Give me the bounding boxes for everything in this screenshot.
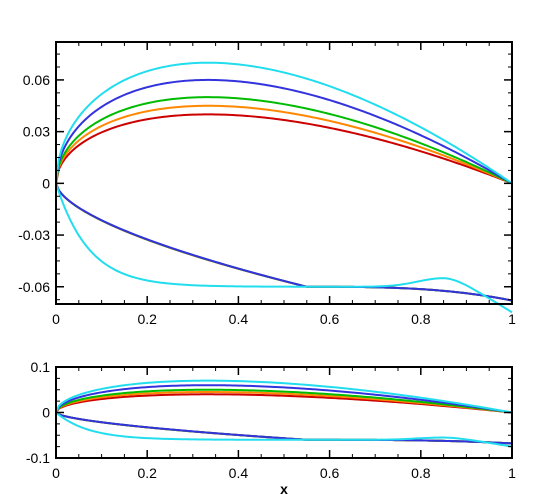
upper-surface-curve-2: [55, 388, 513, 414]
y-tick-label: -0.06: [18, 279, 50, 295]
upper-surface-curve-3: [55, 384, 513, 414]
x-tick-label: 0.6: [320, 465, 340, 481]
x-tick-label: 0.8: [411, 311, 431, 327]
y-tick-label: -0.03: [18, 227, 50, 243]
y-tick-label: -0.1: [26, 450, 50, 466]
y-tick-label: 0.06: [23, 72, 50, 88]
x-tick-label: 0: [52, 311, 60, 327]
upper-surface-curve-4: [55, 379, 513, 414]
y-tick-label: 0: [42, 175, 50, 191]
x-tick-label: 0.8: [411, 465, 431, 481]
upper-surface-curve-1: [55, 104, 513, 185]
plot-frame: [55, 41, 513, 305]
lower-surface-curve-4: [55, 183, 513, 314]
x-axis-label: x: [280, 481, 288, 495]
top-panel: 0 0.2 0.4 0.6 0.8 1 -0.06 -0.03 0 0.03 0.06: [18, 41, 516, 327]
y-tick-label: 0.1: [31, 359, 51, 375]
x-tick-label: 1: [508, 311, 516, 327]
lower-surface-curve-1: [55, 182, 513, 302]
x-tick-label: 0.2: [137, 311, 157, 327]
bottom-panel: 0 0.2 0.4 0.6 0.8 1-0.100.1x: [26, 359, 516, 495]
x-tick-label: 0.4: [229, 465, 249, 481]
lower-surface-curve-3: [55, 411, 513, 445]
lower-surface-curve-0: [55, 182, 513, 302]
y-tick-label: 0.03: [23, 124, 50, 140]
upper-surface-curve-2: [55, 96, 513, 185]
x-tick-label: 0: [52, 465, 60, 481]
lower-surface-curve-2: [55, 182, 513, 302]
upper-surface-curve-3: [55, 78, 513, 185]
upper-surface-curve-4: [55, 61, 513, 185]
plot-frame: [55, 366, 513, 459]
lower-surface-curve-4: [55, 411, 513, 448]
x-tick-label: 1: [508, 465, 516, 481]
y-tick-label: 0: [42, 405, 50, 421]
x-tick-label: 0.2: [137, 465, 157, 481]
lower-surface-curve-3: [55, 182, 513, 302]
x-tick-label: 0.4: [229, 311, 249, 327]
upper-surface-curve-0: [55, 113, 513, 185]
x-tick-label: 0.6: [320, 311, 340, 327]
